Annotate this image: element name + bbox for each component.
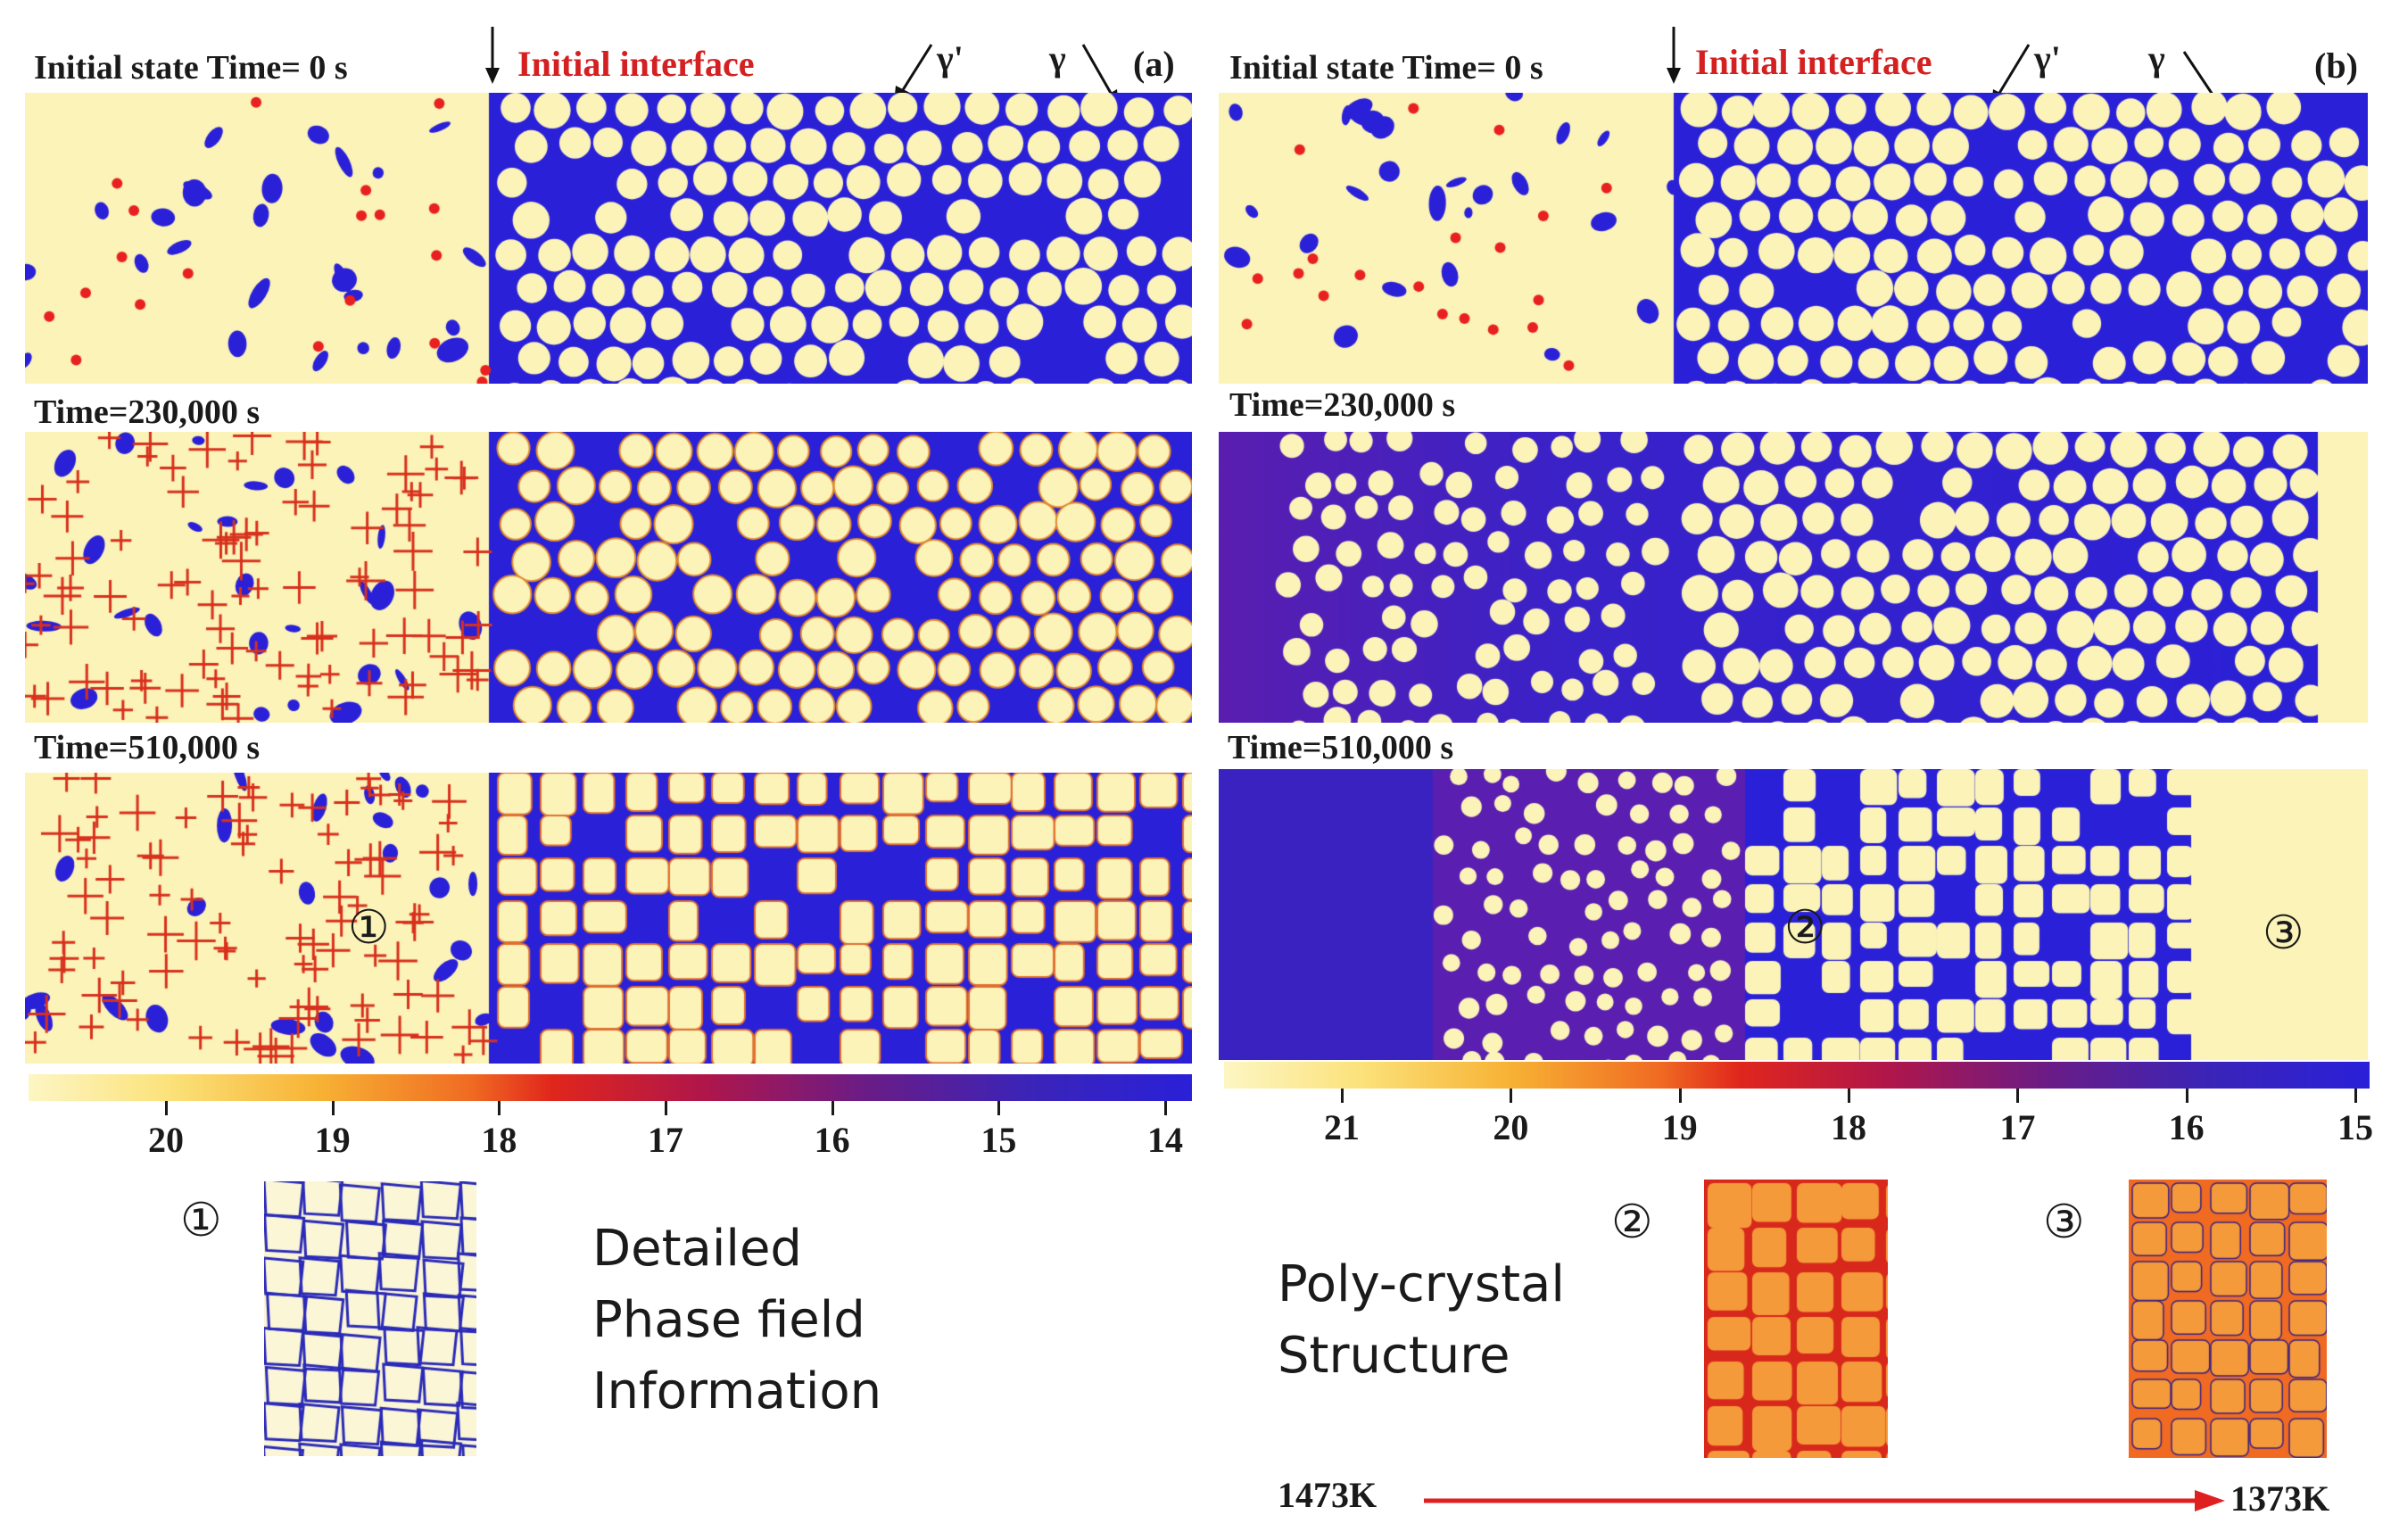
panel-a-row2: [25, 432, 1192, 723]
poly-marker-2: ②: [1611, 1196, 1653, 1249]
sim-canvas: [1219, 93, 2368, 384]
panel-a-gamma: γ: [1049, 38, 1066, 79]
panel-b-row1: [1219, 93, 2368, 384]
colorbar-tick-label: 20: [1493, 1107, 1529, 1147]
colorbar-tick-label: 15: [2337, 1107, 2373, 1147]
colorbar-tick-mark: [498, 1101, 501, 1115]
poly-canvas-2: [1704, 1180, 1888, 1458]
colorbar-tick-label: 19: [314, 1120, 351, 1160]
colorbar-tick-label: 16: [814, 1120, 850, 1160]
colorbar-b: [1224, 1062, 2370, 1089]
panel-b-time-510000: Time=510,000 s: [1228, 729, 1454, 766]
panel-b-interface-label: Initial interface: [1695, 42, 1932, 82]
panel-b-marker-2: ②: [1784, 901, 1826, 955]
panel-a-initial-label: Initial state Time= 0 s: [34, 49, 348, 87]
sim-canvas: [25, 773, 1192, 1064]
panel-a-marker-1: ①: [348, 901, 390, 955]
colorbar-a: [29, 1074, 1192, 1101]
poly-inset-3: [2129, 1180, 2327, 1458]
panel-a-row1: [25, 93, 1192, 384]
panel-b-time-230000: Time=230,000 s: [1229, 386, 1456, 424]
panel-b-tag: (b): [2314, 46, 2358, 86]
poly-text-line2: Structure: [1278, 1327, 1510, 1385]
panel-a-time-510000: Time=510,000 s: [34, 729, 261, 766]
colorbar-tick-mark: [997, 1101, 1001, 1115]
panel-a-interface-label: Initial interface: [517, 44, 755, 84]
poly-inset-2: [1704, 1180, 1888, 1458]
colorbar-tick-mark: [2354, 1089, 2357, 1103]
panel-b-marker-3: ③: [2263, 907, 2304, 960]
temperature-arrow: [1424, 1485, 2227, 1517]
panel-b-gamma: γ: [2148, 38, 2165, 79]
detail-text-line1: Detailed: [592, 1220, 802, 1278]
colorbar-tick-label: 19: [1661, 1107, 1698, 1147]
panel-a-gamma-prime: γ': [937, 38, 964, 79]
colorbar-tick-label: 17: [648, 1120, 683, 1160]
poly-text-line1: Poly-crystal: [1278, 1255, 1565, 1313]
detail-marker-1: ①: [180, 1194, 222, 1247]
colorbar-tick-label: 14: [1147, 1120, 1183, 1160]
colorbar-tick-label: 18: [1831, 1107, 1866, 1147]
panel-b-row2: [1219, 432, 2368, 723]
colorbar-tick-mark: [1678, 1089, 1682, 1103]
temperature-end: 1373K: [2230, 1478, 2330, 1519]
colorbar-tick-mark: [1164, 1101, 1167, 1115]
colorbar-tick-label: 20: [148, 1120, 184, 1160]
colorbar-tick-mark: [165, 1101, 168, 1115]
panel-a-time-230000: Time=230,000 s: [34, 393, 261, 431]
poly-marker-3: ③: [2043, 1196, 2085, 1249]
colorbar-tick-label: 18: [481, 1120, 517, 1160]
colorbar-tick-mark: [1341, 1089, 1344, 1103]
detail-inset-image: [264, 1181, 476, 1456]
detail-text-line2: Phase field: [592, 1291, 865, 1349]
colorbar-tick-mark: [2016, 1089, 2020, 1103]
detail-text-line3: Information: [592, 1362, 882, 1420]
colorbar-tick-label: 16: [2168, 1107, 2205, 1147]
panel-b-initial-label: Initial state Time= 0 s: [1229, 49, 1543, 87]
temperature-start: 1473K: [1278, 1475, 1378, 1515]
detail-canvas: [264, 1181, 476, 1456]
colorbar-tick-mark: [1510, 1089, 1513, 1103]
sim-canvas: [1219, 769, 2368, 1060]
sim-canvas: [25, 93, 1192, 384]
colorbar-tick-label: 21: [1324, 1107, 1360, 1147]
colorbar-tick-label: 15: [980, 1120, 1017, 1160]
colorbar-tick-mark: [2185, 1089, 2188, 1103]
colorbar-tick-mark: [331, 1101, 335, 1115]
sim-canvas: [1219, 432, 2368, 723]
colorbar-tick-mark: [1848, 1089, 1850, 1103]
sim-canvas: [25, 432, 1192, 723]
panel-b-row3: [1219, 769, 2368, 1060]
interface-arrow-a: [484, 27, 501, 84]
panel-a-row3: [25, 773, 1192, 1064]
colorbar-tick-label: 17: [1999, 1107, 2036, 1147]
panel-a-tag: (a): [1133, 44, 1175, 84]
interface-arrow-b: [1665, 27, 1683, 84]
colorbar-tick-mark: [665, 1101, 667, 1115]
panel-b-gamma-prime: γ': [2034, 38, 2061, 79]
colorbar-tick-mark: [831, 1101, 834, 1115]
poly-canvas-3: [2129, 1180, 2327, 1458]
